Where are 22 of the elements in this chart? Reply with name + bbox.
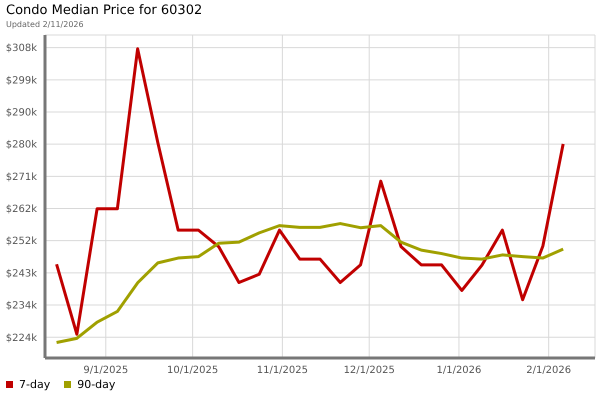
x-tick-label: 10/1/2025 xyxy=(166,365,218,376)
y-tick-label: $262k xyxy=(6,204,38,216)
x-tick-label: 12/1/2025 xyxy=(344,365,395,376)
x-tick-label: 11/1/2025 xyxy=(256,365,308,376)
y-tick-label: $271k xyxy=(6,172,38,183)
y-tick-label: $299k xyxy=(6,75,38,86)
line-series xyxy=(55,222,565,344)
line-series xyxy=(55,47,565,336)
x-tick-label: 2/1/2026 xyxy=(526,365,572,376)
legend-label: 90-day xyxy=(76,378,116,391)
y-tick-label: $243k xyxy=(6,268,38,280)
y-tick-label: $290k xyxy=(6,108,38,119)
y-tick-label: $252k xyxy=(6,236,38,248)
x-tick-label: 1/1/2026 xyxy=(436,365,482,376)
x-tick-label: 9/1/2025 xyxy=(83,365,128,376)
y-tick-label: $234k xyxy=(6,300,38,312)
y-tick-label: $308k xyxy=(6,43,38,54)
y-tick-label: $224k xyxy=(6,332,38,344)
chart-title: Condo Median Price for 60302 xyxy=(6,3,202,18)
legend-label: 7-day xyxy=(18,378,50,391)
chart-subtitle: Updated 2/11/2026 xyxy=(6,20,84,29)
y-tick-label: $280k xyxy=(6,140,38,151)
